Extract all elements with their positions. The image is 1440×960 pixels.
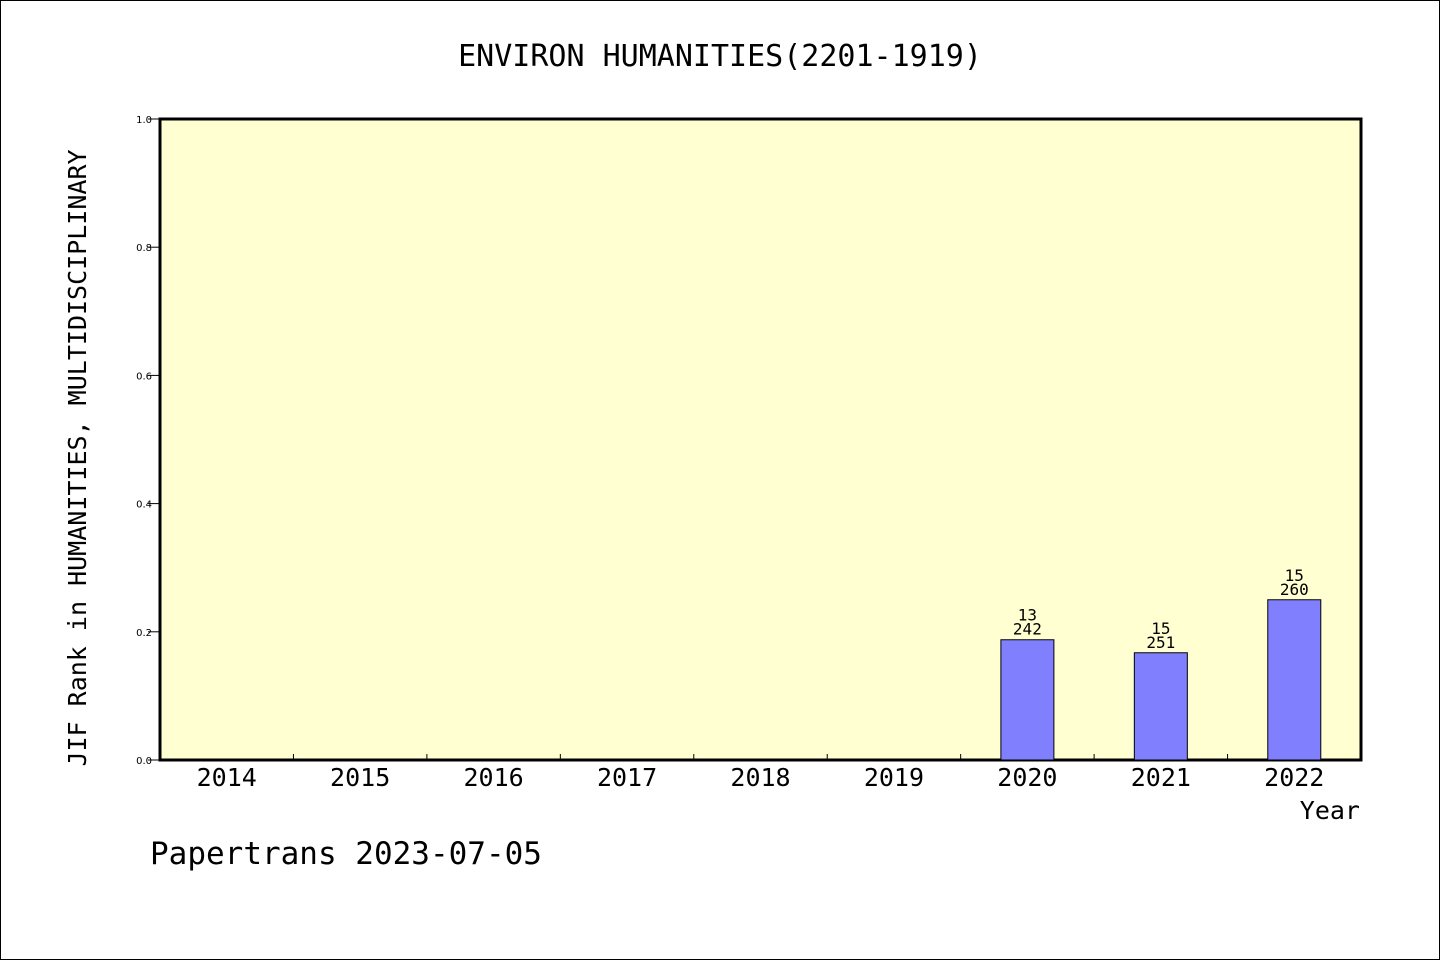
- bar-label-rank: 15: [1151, 619, 1170, 638]
- y-axis-ticks: 0.0 0.2 0.4 0.6 0.8 1.0: [136, 115, 160, 767]
- bar-label-total: 251: [1146, 633, 1175, 652]
- bar: [1267, 599, 1322, 761]
- bars-group: [1000, 599, 1322, 761]
- x-axis-ticks: 2014 2015 2016 2017 2018 2019 2020 2021 2022: [197, 754, 1324, 792]
- bar-label-total: 260: [1280, 580, 1309, 599]
- y-tick-label: 1.0: [136, 115, 152, 126]
- x-axis-label: Year: [1300, 796, 1360, 825]
- footer-text: Papertrans 2023-07-05: [150, 836, 542, 872]
- y-axis-label: JIF Rank in HUMANITIES, MULTIDISCIPLINAR…: [63, 149, 92, 766]
- x-tick-label: 2018: [730, 763, 790, 792]
- x-tick-label: 2022: [1264, 763, 1324, 792]
- y-tick-label: 0.8: [136, 243, 152, 254]
- y-tick-label: 0.4: [136, 500, 152, 511]
- x-tick-label: 2016: [464, 763, 524, 792]
- x-tick-label: 2017: [597, 763, 657, 792]
- x-tick-label: 2019: [864, 763, 924, 792]
- x-tick-label: 2020: [997, 763, 1057, 792]
- chart-title: ENVIRON HUMANITIES(2201-1919): [458, 39, 982, 74]
- bar: [1133, 652, 1188, 761]
- x-tick-label: 2021: [1131, 763, 1191, 792]
- x-tick-label: 2014: [197, 763, 257, 792]
- y-tick-label: 0.0: [136, 756, 152, 767]
- bar-label-rank: 13: [1018, 606, 1037, 625]
- bar-label-total: 242: [1013, 620, 1042, 639]
- bar-label-rank: 15: [1285, 566, 1304, 585]
- bar: [1000, 639, 1055, 761]
- x-tick-label: 2015: [330, 763, 390, 792]
- y-tick-label: 0.2: [136, 628, 152, 639]
- y-tick-label: 0.6: [136, 371, 152, 382]
